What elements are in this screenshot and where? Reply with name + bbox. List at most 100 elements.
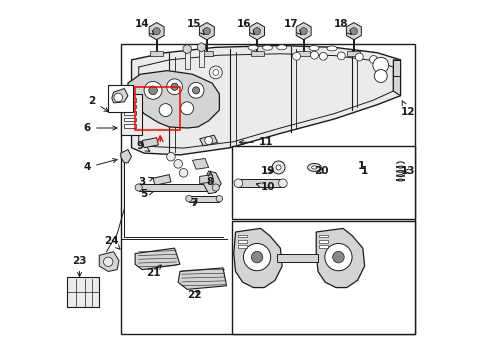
Text: 10: 10 bbox=[256, 182, 274, 192]
Bar bbox=[124, 105, 136, 108]
Text: 23: 23 bbox=[72, 256, 86, 276]
Circle shape bbox=[103, 257, 113, 266]
Bar bbox=[297, 51, 309, 55]
Text: 21: 21 bbox=[145, 265, 161, 278]
Circle shape bbox=[355, 53, 363, 61]
Text: 16: 16 bbox=[237, 19, 254, 35]
Ellipse shape bbox=[311, 166, 317, 169]
Circle shape bbox=[278, 179, 286, 188]
Circle shape bbox=[292, 52, 300, 60]
Circle shape bbox=[180, 102, 193, 115]
Circle shape bbox=[179, 168, 187, 177]
Bar bbox=[238, 234, 246, 237]
Circle shape bbox=[166, 79, 182, 95]
Bar bbox=[238, 245, 246, 248]
Circle shape bbox=[253, 28, 260, 35]
Bar bbox=[231, 146, 414, 220]
Circle shape bbox=[188, 82, 203, 98]
Text: 17: 17 bbox=[283, 19, 301, 35]
Circle shape bbox=[337, 52, 345, 60]
Circle shape bbox=[373, 69, 386, 82]
Text: 24: 24 bbox=[104, 236, 120, 249]
Text: 22: 22 bbox=[187, 290, 201, 300]
Polygon shape bbox=[392, 60, 400, 96]
Circle shape bbox=[369, 55, 377, 63]
Bar bbox=[318, 245, 327, 248]
Circle shape bbox=[148, 86, 157, 95]
Polygon shape bbox=[199, 23, 214, 40]
Circle shape bbox=[185, 195, 192, 202]
Circle shape bbox=[271, 161, 285, 174]
Text: 4: 4 bbox=[83, 158, 117, 172]
Bar bbox=[318, 240, 327, 243]
Text: 15: 15 bbox=[187, 19, 204, 35]
Circle shape bbox=[204, 136, 212, 144]
Polygon shape bbox=[346, 23, 361, 40]
Bar bbox=[237, 179, 284, 187]
Circle shape bbox=[212, 69, 218, 75]
Text: 11: 11 bbox=[239, 138, 273, 147]
Bar bbox=[318, 234, 327, 237]
Ellipse shape bbox=[262, 45, 272, 50]
Bar bbox=[231, 221, 414, 334]
Polygon shape bbox=[128, 71, 219, 128]
Text: 20: 20 bbox=[314, 166, 328, 176]
Polygon shape bbox=[316, 228, 364, 288]
Circle shape bbox=[166, 152, 175, 161]
Polygon shape bbox=[197, 42, 205, 52]
Circle shape bbox=[243, 243, 270, 271]
Text: 6: 6 bbox=[83, 123, 117, 133]
Bar bbox=[346, 51, 360, 55]
Polygon shape bbox=[233, 228, 282, 288]
Bar bbox=[250, 51, 263, 55]
Ellipse shape bbox=[308, 45, 319, 50]
Polygon shape bbox=[192, 158, 208, 169]
Bar bbox=[276, 253, 317, 262]
Circle shape bbox=[212, 184, 219, 191]
Circle shape bbox=[159, 104, 172, 117]
Polygon shape bbox=[153, 175, 171, 185]
Circle shape bbox=[192, 87, 199, 94]
Circle shape bbox=[114, 93, 122, 102]
Bar bbox=[135, 87, 180, 130]
Circle shape bbox=[332, 251, 344, 263]
Bar bbox=[200, 51, 213, 55]
Text: 1: 1 bbox=[357, 161, 364, 171]
Text: 2: 2 bbox=[88, 96, 108, 112]
Polygon shape bbox=[183, 44, 191, 54]
Circle shape bbox=[300, 28, 306, 35]
Bar bbox=[67, 277, 99, 307]
Circle shape bbox=[276, 165, 281, 170]
Polygon shape bbox=[99, 252, 119, 271]
Circle shape bbox=[203, 28, 210, 35]
Bar bbox=[392, 60, 400, 76]
Ellipse shape bbox=[307, 163, 321, 171]
Polygon shape bbox=[121, 149, 131, 163]
Bar bbox=[124, 124, 136, 128]
Text: 8: 8 bbox=[206, 171, 214, 187]
Bar bbox=[199, 49, 203, 67]
Bar bbox=[124, 111, 136, 115]
Bar bbox=[184, 51, 189, 69]
Circle shape bbox=[135, 184, 142, 191]
Bar bbox=[238, 240, 246, 243]
Text: 12: 12 bbox=[400, 101, 414, 117]
Bar bbox=[188, 196, 219, 202]
Polygon shape bbox=[135, 248, 180, 270]
Text: 1: 1 bbox=[360, 166, 367, 176]
Bar bbox=[150, 51, 163, 55]
Text: 19: 19 bbox=[260, 166, 274, 176]
Polygon shape bbox=[199, 135, 217, 146]
Ellipse shape bbox=[276, 45, 286, 50]
Polygon shape bbox=[112, 89, 128, 103]
Polygon shape bbox=[249, 23, 264, 40]
Text: 9: 9 bbox=[137, 141, 149, 151]
Polygon shape bbox=[131, 45, 400, 155]
Circle shape bbox=[144, 81, 162, 99]
Polygon shape bbox=[203, 171, 221, 194]
Text: 18: 18 bbox=[333, 19, 350, 35]
Circle shape bbox=[349, 28, 357, 35]
Circle shape bbox=[153, 28, 160, 35]
Polygon shape bbox=[149, 23, 164, 40]
Polygon shape bbox=[296, 23, 310, 40]
